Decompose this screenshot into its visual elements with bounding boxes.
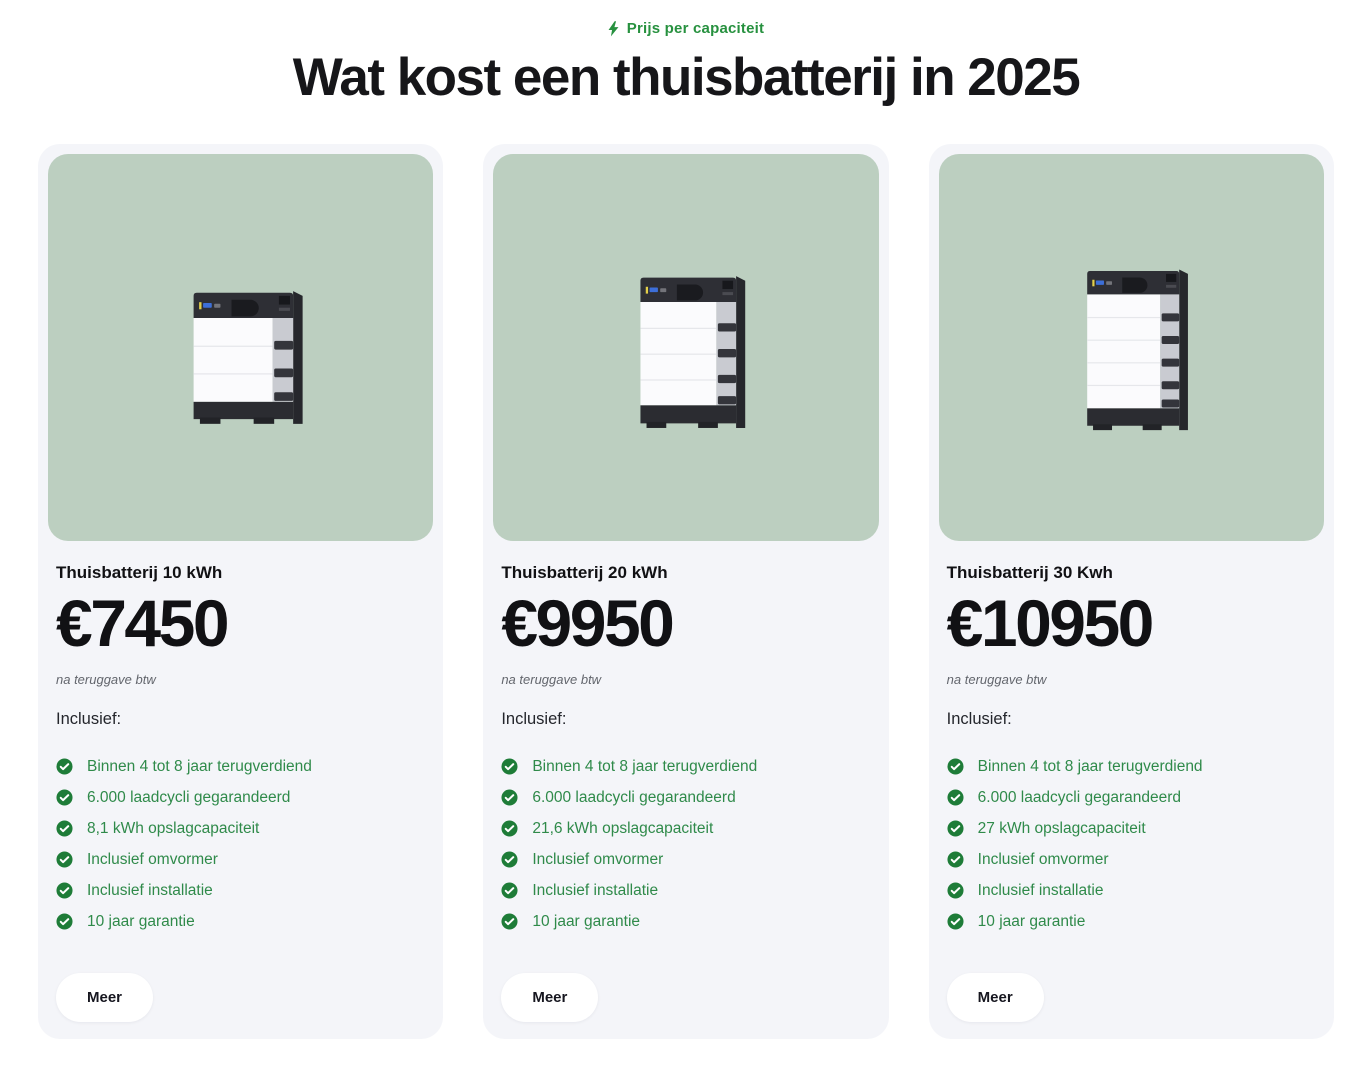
check-icon [56,851,73,868]
feature-text: Inclusief installatie [87,882,213,899]
check-icon [501,789,518,806]
check-icon [501,851,518,868]
check-icon [56,758,73,775]
feature-text: Inclusief omvormer [977,851,1109,868]
feature-text: 27 kWh opslagcapaciteit [977,820,1146,837]
check-icon [501,758,518,775]
check-icon [56,913,73,930]
meer-button[interactable]: Meer [56,973,154,1022]
page-title: Wat kost een thuisbatterij in 2025 [292,48,1081,107]
price-note: na teruggave btw [501,672,602,687]
product-price: €7450 [56,586,230,660]
feature-item: Inclusief installatie [56,881,425,900]
feature-item: Inclusief omvormer [501,850,870,869]
feature-item: 6.000 laadcycli gegarandeerd [56,788,425,807]
feature-text: 6.000 laadcycli gegarandeerd [977,789,1182,806]
check-icon [501,820,518,837]
check-icon [947,851,964,868]
feature-item: Inclusief omvormer [56,850,425,869]
feature-text: Inclusief omvormer [532,851,664,868]
feature-item: 6.000 laadcycli gegarandeerd [947,788,1316,807]
feature-item: Binnen 4 tot 8 jaar terugverdiend [501,757,870,776]
feature-item: 8,1 kWh opslagcapaciteit [56,819,425,838]
check-icon [947,820,964,837]
price-note: na teruggave btw [946,672,1047,687]
feature-text: Binnen 4 tot 8 jaar terugverdiend [87,758,312,775]
feature-list: Binnen 4 tot 8 jaar terugverdiend 6.000 … [501,757,870,931]
feature-text: 21,6 kWh opslagcapaciteit [532,820,714,837]
feature-item: Inclusief installatie [947,881,1316,900]
check-icon [501,882,518,899]
feature-item: 10 jaar garantie [56,912,425,931]
feature-text: 10 jaar garantie [977,913,1086,930]
includes-label: Inclusief: [501,710,567,728]
pricing-cards: Thuisbatterij 10 kWh €7450 na teruggave … [38,144,1334,1039]
check-icon [56,789,73,806]
battery-product-image [640,276,746,428]
pricing-card-30kwh: Thuisbatterij 30 Kwh €10950 na teruggave… [928,144,1334,1039]
check-icon [947,882,964,899]
price-note: na teruggave btw [56,672,156,687]
includes-label: Inclusief: [56,710,122,728]
pricing-card-10kwh: Thuisbatterij 10 kWh €7450 na teruggave … [38,144,444,1039]
feature-text: Binnen 4 tot 8 jaar terugverdiend [532,758,758,775]
feature-item: 21,6 kWh opslagcapaciteit [501,819,870,838]
feature-item: Binnen 4 tot 8 jaar terugverdiend [947,757,1316,776]
check-icon [947,913,964,930]
pricing-section: Prijs per capaciteit Wat kost een thuisb… [0,20,1372,1039]
feature-text: 10 jaar garantie [87,913,195,930]
card-body: Thuisbatterij 20 kWh €9950 na teruggave … [493,541,878,1022]
product-title: Thuisbatterij 30 Kwh [946,563,1113,582]
product-price: €10950 [946,586,1155,660]
check-icon [56,820,73,837]
check-icon [947,758,964,775]
eyebrow: Prijs per capaciteit [0,20,1372,37]
feature-text: 6.000 laadcycli gegarandeerd [532,789,736,806]
product-title: Thuisbatterij 10 kWh [56,563,223,582]
feature-list: Binnen 4 tot 8 jaar terugverdiend 6.000 … [947,757,1316,931]
feature-text: Inclusief installatie [977,882,1104,899]
feature-item: Inclusief installatie [501,881,870,900]
lightning-bolt-icon [608,20,619,36]
product-image-panel [493,154,879,541]
feature-list: Binnen 4 tot 8 jaar terugverdiend 6.000 … [56,757,425,931]
feature-text: 8,1 kWh opslagcapaciteit [87,820,260,837]
meer-button[interactable]: Meer [501,973,599,1022]
feature-item: 10 jaar garantie [501,912,870,931]
feature-item: Binnen 4 tot 8 jaar terugverdiend [56,757,425,776]
product-image-panel [48,154,434,541]
check-icon [56,882,73,899]
product-price: €9950 [501,586,675,660]
product-title: Thuisbatterij 20 kWh [501,563,668,582]
feature-item: Inclusief omvormer [947,850,1316,869]
feature-text: Inclusief omvormer [87,851,218,868]
feature-text: 10 jaar garantie [532,913,641,930]
card-body: Thuisbatterij 30 Kwh €10950 na teruggave… [939,541,1324,1022]
feature-text: 6.000 laadcycli gegarandeerd [87,789,291,806]
card-body: Thuisbatterij 10 kWh €7450 na teruggave … [48,541,433,1022]
feature-text: Inclusief installatie [532,882,659,899]
check-icon [501,913,518,930]
battery-product-image [193,290,303,424]
pricing-card-20kwh: Thuisbatterij 20 kWh €9950 na teruggave … [483,144,889,1039]
feature-item: 6.000 laadcycli gegarandeerd [501,788,870,807]
eyebrow-label: Prijs per capaciteit [626,20,765,37]
meer-button[interactable]: Meer [946,973,1044,1022]
battery-product-image [1087,269,1189,430]
includes-label: Inclusief: [946,710,1012,728]
feature-item: 27 kWh opslagcapaciteit [947,819,1316,838]
product-image-panel [938,154,1324,541]
feature-item: 10 jaar garantie [947,912,1316,931]
check-icon [947,789,964,806]
feature-text: Binnen 4 tot 8 jaar terugverdiend [977,758,1203,775]
